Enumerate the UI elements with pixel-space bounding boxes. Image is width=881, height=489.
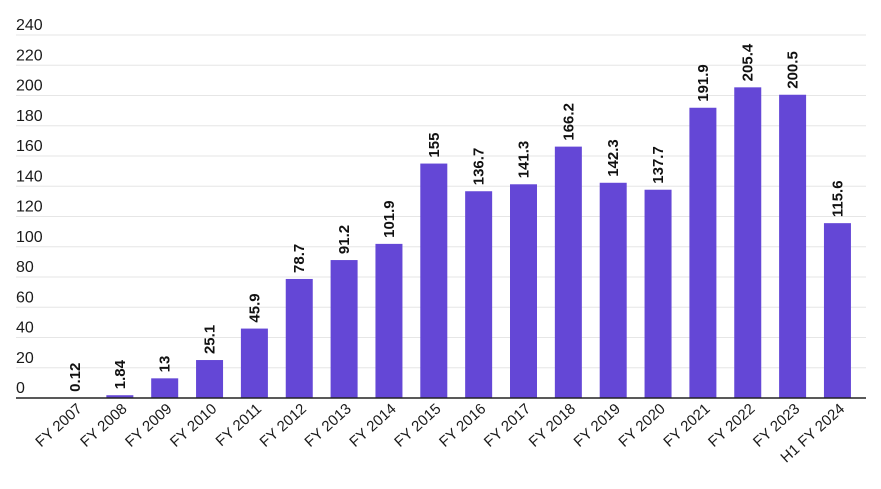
data-label: 166.2 xyxy=(560,103,577,141)
data-label: 136.7 xyxy=(471,148,488,186)
x-tick-label: FY 2013 xyxy=(301,400,354,450)
bar xyxy=(689,107,717,398)
bar xyxy=(285,278,313,398)
bar xyxy=(330,260,358,398)
data-label: 142.3 xyxy=(605,139,622,177)
x-tick-label: FY 2010 xyxy=(167,400,220,450)
x-tick-label: FY 2014 xyxy=(346,400,399,450)
y-axis-tick-labels: 0 20 40 60 80 100 120 140 160 180 200 220 240 xyxy=(16,17,43,397)
data-label: 200.5 xyxy=(785,51,802,89)
y-tick-label: 60 xyxy=(16,289,34,306)
y-tick-label: 200 xyxy=(16,78,43,95)
data-label: 25.1 xyxy=(202,325,219,354)
y-tick-label: 140 xyxy=(16,168,43,185)
x-tick-label: FY 2019 xyxy=(571,400,624,450)
data-label: 137.7 xyxy=(650,146,667,184)
x-tick-label: FY 2018 xyxy=(526,400,579,450)
y-tick-label: 180 xyxy=(16,108,43,125)
y-tick-label: 100 xyxy=(16,229,43,246)
bar xyxy=(823,223,851,398)
x-tick-label: FY 2011 xyxy=(213,400,265,450)
y-tick-label: 220 xyxy=(16,47,43,64)
bar xyxy=(420,163,448,398)
data-label: 191.9 xyxy=(695,64,712,102)
y-tick-label: 40 xyxy=(16,320,34,337)
x-tick-label: FY 2015 xyxy=(391,400,444,450)
y-tick-label: 160 xyxy=(16,138,43,155)
bar xyxy=(554,146,582,398)
data-label: 115.6 xyxy=(829,180,846,217)
x-tick-label: FY 2021 xyxy=(660,400,713,450)
bar xyxy=(196,360,224,398)
y-tick-label: 240 xyxy=(16,17,43,34)
x-tick-label: FY 2017 xyxy=(481,400,534,450)
bar xyxy=(734,87,762,399)
x-tick-label: FY 2020 xyxy=(615,400,668,450)
y-tick-label: 20 xyxy=(16,350,34,367)
bar xyxy=(240,328,268,398)
x-tick-label: FY 2009 xyxy=(122,400,175,450)
bar xyxy=(375,243,403,398)
y-tick-label: 0 xyxy=(16,380,25,397)
bar xyxy=(510,184,537,398)
y-tick-label: 80 xyxy=(16,259,34,276)
y-tick-label: 120 xyxy=(16,199,43,216)
data-label: 0.12 xyxy=(67,363,84,392)
x-tick-label: FY 2008 xyxy=(77,400,130,450)
data-label: 155 xyxy=(426,133,443,158)
bar xyxy=(644,189,672,398)
data-label: 91.2 xyxy=(336,225,353,254)
data-label: 13 xyxy=(157,356,174,373)
bar xyxy=(465,191,493,398)
bars xyxy=(61,87,851,399)
data-label: 1.84 xyxy=(112,359,129,389)
x-tick-label: FY 2016 xyxy=(436,400,489,450)
bar xyxy=(151,378,179,398)
data-label: 45.9 xyxy=(246,293,263,322)
x-tick-label: FY 2012 xyxy=(257,400,310,450)
data-label: 205.4 xyxy=(740,43,757,81)
data-label: 141.3 xyxy=(516,141,533,179)
data-labels: 0.12 1.84 13 25.1 45.9 78.7 91.2 101.9 155 136.7 1… xyxy=(67,43,846,392)
data-label: 78.7 xyxy=(291,244,308,273)
x-tick-label: FY 2007 xyxy=(32,400,85,450)
bar xyxy=(599,182,627,398)
bar xyxy=(106,395,134,398)
data-label: 101.9 xyxy=(381,200,398,238)
bar xyxy=(779,94,807,399)
x-tick-label: FY 2022 xyxy=(705,400,758,450)
